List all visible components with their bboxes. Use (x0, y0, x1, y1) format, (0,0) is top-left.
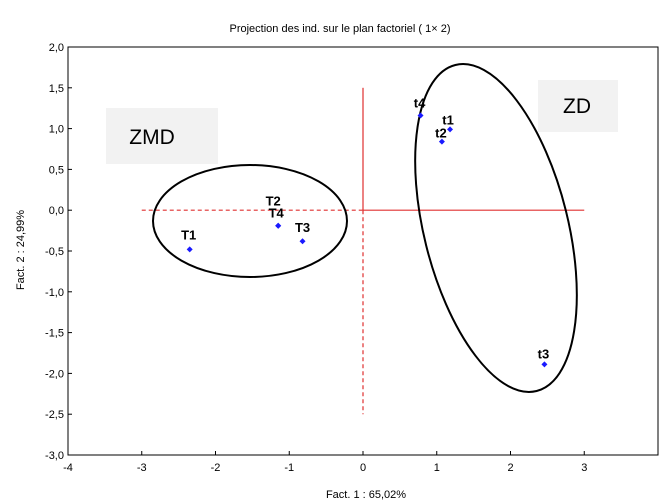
y-tick-label: 1,5 (49, 83, 64, 95)
point-marker-t1-0 (186, 246, 193, 253)
y-tick-label: -3,0 (45, 450, 64, 462)
point-label-t3-3: T3 (295, 220, 310, 235)
x-tick-label: 3 (581, 462, 587, 474)
y-axis-label: Fact. 2 : 24,99% (15, 210, 27, 290)
point-label-t4-4: t4 (414, 96, 426, 111)
point-label-t2-6: t2 (435, 126, 447, 141)
point-marker-t3-7 (541, 361, 548, 368)
zmd-group-ellipse (152, 164, 348, 278)
point-label-t2-1: T2 (266, 194, 281, 209)
point-label-t4-2: T4 (269, 206, 285, 221)
point-label-t1-5: t1 (442, 112, 454, 127)
y-tick-label: 0,5 (49, 164, 64, 176)
x-axis: -4 -3 -2 -1 0 1 2 3 (63, 451, 587, 474)
x-tick-label: -4 (63, 462, 73, 474)
y-tick-label: 0,0 (49, 205, 64, 217)
x-tick-label: -2 (211, 462, 221, 474)
point-marker-t4-2 (275, 222, 282, 229)
x-tick-label: 1 (434, 462, 440, 474)
x-axis-label: Fact. 1 : 65,02% (326, 489, 406, 501)
zmd-label-box (106, 108, 218, 164)
point-marker-t3-3 (299, 238, 306, 245)
x-tick-label: -3 (137, 462, 147, 474)
point-marker-t2-6 (438, 138, 445, 145)
x-tick-label: 2 (507, 462, 513, 474)
point-label-t3-7: t3 (538, 346, 550, 361)
zd-label-box (538, 80, 618, 132)
y-tick-label: -2,5 (45, 409, 64, 421)
y-tick-label: 2,0 (49, 42, 64, 54)
y-tick-label: -0,5 (45, 246, 64, 258)
zd-group-ellipse (414, 63, 578, 393)
x-tick-label: 0 (360, 462, 366, 474)
chart-title: Projection des ind. sur le plan factorie… (229, 23, 450, 35)
point-marker-t4-4 (417, 112, 424, 119)
y-tick-label: -2,0 (45, 368, 64, 380)
zd-group-label: ZD (563, 95, 591, 118)
x-tick-label: -1 (284, 462, 294, 474)
y-tick-label: -1,5 (45, 328, 64, 340)
point-label-t1-0: T1 (181, 227, 196, 242)
point-marker-t1-5 (447, 126, 454, 133)
y-axis: 2,0 1,5 1,0 0,5 0,0 -0,5 -1,0 -1,5 -2,0 -2,5 -3,0 (45, 42, 72, 462)
y-tick-label: 1,0 (49, 124, 64, 136)
zmd-group-label: ZMD (129, 126, 175, 149)
y-tick-label: -1,0 (45, 287, 64, 299)
